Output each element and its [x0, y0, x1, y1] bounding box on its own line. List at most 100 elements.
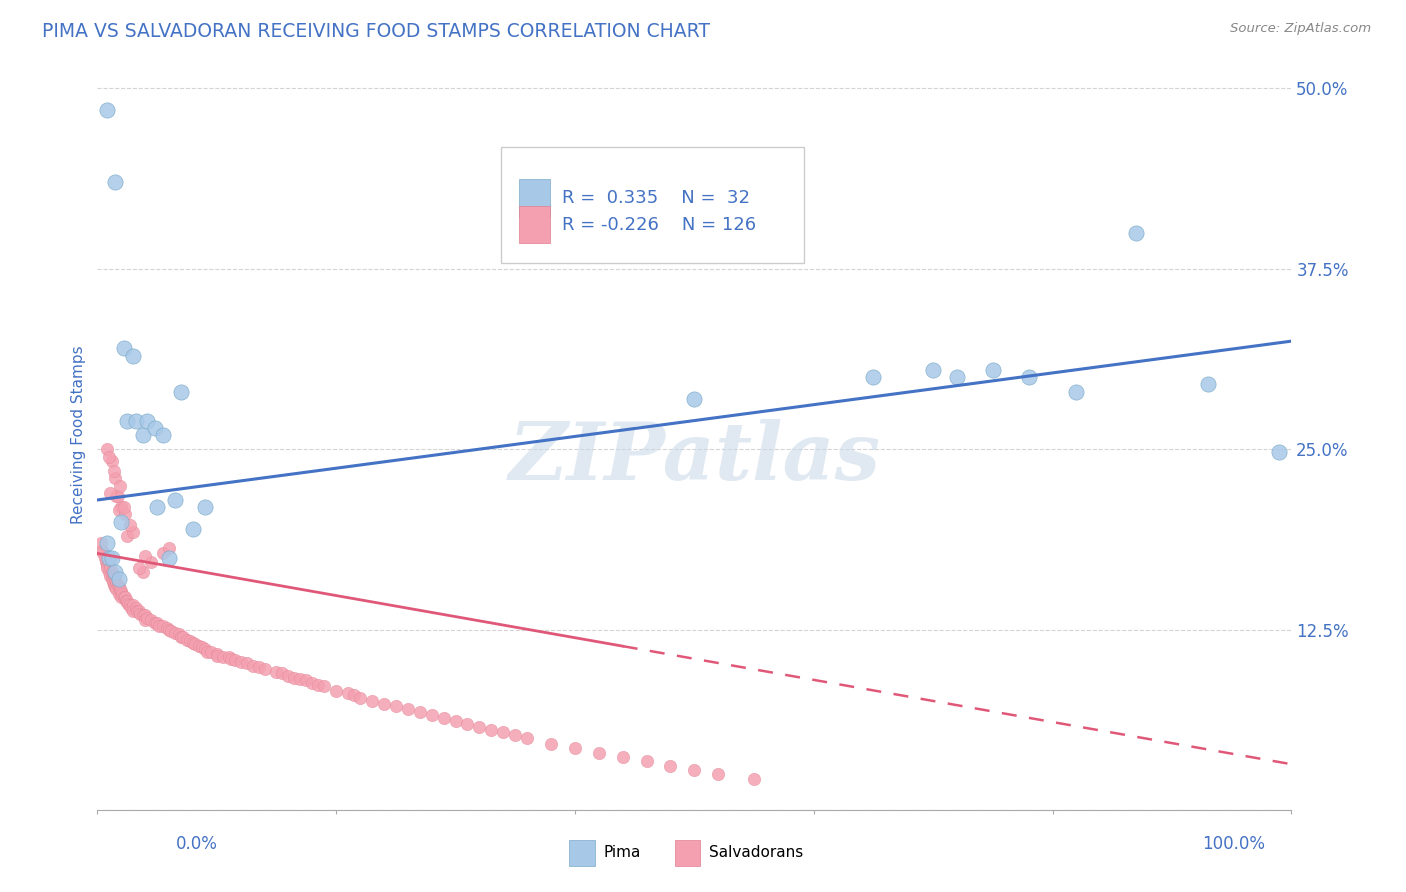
Point	[134, 608, 156, 623]
Point	[409, 705, 432, 719]
Point	[1018, 370, 1040, 384]
Point	[134, 549, 156, 564]
Point	[205, 648, 228, 663]
Point	[295, 673, 318, 688]
Point	[110, 515, 132, 529]
Point	[122, 524, 145, 539]
Point	[136, 413, 159, 427]
Point	[349, 690, 371, 705]
Point	[1125, 226, 1147, 240]
Point	[128, 604, 150, 618]
Text: PIMA VS SALVADORAN RECEIVING FOOD STAMPS CORRELATION CHART: PIMA VS SALVADORAN RECEIVING FOOD STAMPS…	[42, 22, 710, 41]
Point	[120, 601, 142, 615]
Point	[540, 737, 562, 751]
Point	[112, 500, 135, 515]
Point	[683, 392, 706, 406]
Point	[242, 659, 264, 673]
Point	[93, 550, 115, 565]
Point	[420, 708, 443, 723]
Point	[946, 370, 969, 384]
Point	[170, 384, 193, 399]
Text: R =  0.335    N =  32: R = 0.335 N = 32	[561, 189, 749, 207]
Point	[181, 522, 204, 536]
Point	[104, 471, 127, 485]
Point	[100, 454, 122, 468]
Text: 0.0%: 0.0%	[176, 835, 218, 853]
Point	[100, 550, 122, 565]
Point	[325, 683, 347, 698]
Point	[337, 686, 360, 700]
Point	[105, 582, 128, 597]
Point	[132, 608, 155, 623]
Point	[110, 590, 132, 604]
Point	[659, 758, 682, 772]
Point	[90, 536, 112, 550]
Point	[103, 578, 125, 592]
Point	[456, 716, 478, 731]
Point	[108, 580, 131, 594]
Point	[114, 590, 136, 604]
Text: Pima: Pima	[603, 846, 641, 861]
Point	[1066, 384, 1088, 399]
Point	[139, 613, 162, 627]
Point	[170, 630, 193, 644]
Point	[129, 607, 152, 621]
Point	[160, 624, 183, 639]
Point	[98, 450, 121, 464]
Point	[1268, 445, 1291, 459]
Point	[107, 578, 129, 592]
Point	[96, 442, 118, 457]
Point	[101, 568, 124, 582]
Point	[181, 636, 204, 650]
Point	[143, 421, 166, 435]
Point	[122, 604, 145, 618]
Point	[124, 413, 146, 427]
Point	[266, 665, 288, 679]
Point	[118, 517, 141, 532]
Point	[468, 720, 491, 734]
Point	[105, 575, 128, 590]
Point	[396, 702, 419, 716]
Point	[91, 543, 114, 558]
Point	[96, 103, 118, 117]
Point	[110, 583, 132, 598]
Point	[114, 508, 136, 522]
Text: R = -0.226    N = 126: R = -0.226 N = 126	[561, 216, 755, 234]
Point	[224, 653, 246, 667]
Point	[187, 639, 209, 653]
Point	[163, 625, 186, 640]
Point	[122, 349, 145, 363]
Point	[98, 555, 121, 569]
Point	[235, 656, 257, 670]
Point	[124, 601, 146, 615]
Point	[981, 363, 1004, 377]
Point	[229, 655, 252, 669]
Point	[134, 613, 156, 627]
Text: Source: ZipAtlas.com: Source: ZipAtlas.com	[1230, 22, 1371, 36]
Point	[361, 693, 384, 707]
Text: 100.0%: 100.0%	[1202, 835, 1265, 853]
Point	[136, 611, 159, 625]
Point	[307, 678, 329, 692]
Point	[112, 590, 135, 604]
Point	[200, 644, 222, 658]
Point	[132, 428, 155, 442]
Point	[112, 342, 135, 356]
Point	[105, 489, 128, 503]
Point	[146, 615, 169, 630]
Text: ZIPatlas: ZIPatlas	[509, 418, 880, 496]
Point	[707, 767, 730, 781]
Point	[219, 652, 242, 666]
Point	[111, 587, 134, 601]
Point	[503, 728, 526, 742]
Point	[104, 175, 127, 189]
Point	[271, 666, 294, 681]
Point	[277, 669, 299, 683]
Point	[108, 573, 131, 587]
Point	[115, 413, 138, 427]
Point	[157, 623, 180, 637]
Point	[157, 541, 180, 555]
Text: Salvadorans: Salvadorans	[709, 846, 803, 861]
Point	[115, 594, 138, 608]
Point	[108, 587, 131, 601]
